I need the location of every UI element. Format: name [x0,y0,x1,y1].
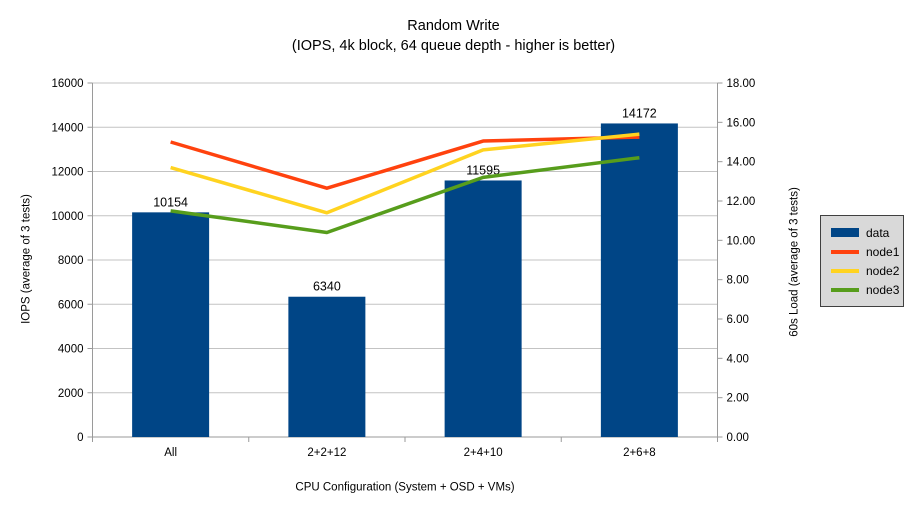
right-axis-tick-label: 18.00 [727,78,756,90]
right-axis-tick-label: 8.00 [727,275,749,287]
bar [132,212,210,437]
left-axis-tick-label: 8000 [58,255,84,267]
right-axis-tick-label: 0.00 [727,432,749,444]
legend: data node1 node2 node3 [820,215,904,307]
chart-title: Random Write [407,18,500,34]
chart-subtitle: (IOPS, 4k block, 64 queue depth - higher… [291,38,616,54]
bar-value-label: 10154 [153,195,188,209]
right-axis-tick-label: 16.00 [727,117,756,129]
right-axis-title: 60s Load (average of 3 tests) [788,187,801,337]
left-axis-tick-label: 6000 [58,299,84,311]
right-axis-tick-label: 2.00 [727,393,749,405]
left-axis-title: IOPS (average of 3 tests) [20,194,33,324]
left-axis-tick-label: 0 [77,432,83,444]
x-category-label: All [164,447,177,459]
bar-value-label: 11595 [466,163,500,177]
x-category-label: 2+4+10 [464,447,503,459]
bar-value-label: 6340 [313,280,341,294]
legend-item-data: data [831,223,903,242]
line-node3 [170,155,640,235]
legend-bar-swatch-icon [831,228,859,237]
right-axis-tick-label: 14.00 [727,157,756,169]
x-category-label: 2+6+8 [623,447,656,459]
x-axis-title: CPU Configuration (System + OSD + VMs) [295,481,515,494]
left-axis-tick-label: 10000 [52,211,84,223]
legend-line-swatch-icon [831,268,859,273]
legend-line-swatch-icon [831,249,859,254]
legend-label: node1 [866,244,900,259]
left-axis-tick-label: 12000 [52,167,84,179]
legend-line-swatch-icon [831,287,859,292]
left-axis-tick-label: 2000 [58,388,84,400]
left-axis-tick-label: 16000 [52,78,84,90]
x-category-label: 2+2+12 [307,447,346,459]
left-axis-tick-label: 4000 [58,344,84,356]
right-axis-tick-label: 12.00 [727,196,756,208]
line-node2 [170,132,640,215]
line-node1 [170,135,640,190]
bar [444,180,522,437]
bar [600,123,678,437]
legend-label: node2 [866,263,900,278]
bar [288,296,366,437]
right-axis-tick-label: 4.00 [727,353,749,365]
right-axis-tick-label: 6.00 [727,314,749,326]
legend-item-node1: node1 [831,242,903,261]
bar-value-label: 14172 [622,106,657,120]
legend-item-node3: node3 [831,280,903,299]
legend-item-node2: node2 [831,261,903,280]
legend-label: data [866,225,890,240]
left-axis-tick-label: 14000 [52,122,84,134]
right-axis-tick-label: 10.00 [727,235,756,247]
legend-label: node3 [866,282,900,297]
